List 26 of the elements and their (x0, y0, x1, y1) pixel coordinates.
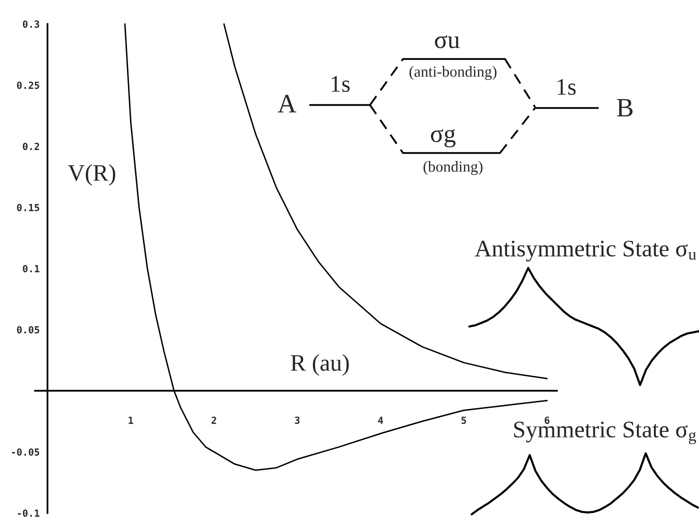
y-tick-label: 0.2 (22, 142, 40, 150)
annotation: 1s (332, 76, 350, 92)
annotation: A (278, 94, 296, 112)
annotation: σu (434, 35, 460, 48)
y-tick-label: 0.05 (17, 326, 40, 334)
chart-title: Symmetric State σ$_{g}$ (514, 422, 696, 444)
x-tick-label: 3 (294, 416, 300, 424)
x-tick-label: 6 (544, 416, 550, 424)
y-tick-label: -0.1 (18, 509, 40, 517)
chart-title: Antisymmetric State σ$_{u}$ (474, 240, 696, 262)
annotation: (bonding) (424, 161, 482, 175)
annotation: (anti-bonding) (410, 66, 496, 80)
x-tick-label: 1 (128, 416, 134, 424)
y-tick-label: -0.05 (12, 448, 40, 456)
text: 1s (558, 79, 576, 95)
x-tick-label: 5 (462, 416, 466, 424)
y-tick-label: 0.1 (22, 264, 40, 272)
y-tick-label: 0.25 (17, 82, 40, 89)
y-tick-label: 0.3 (22, 20, 40, 28)
y-tick-label: 0.15 (17, 204, 40, 212)
x-tick-label: 2 (212, 416, 216, 424)
x-axis-title: R (au) (290, 354, 349, 376)
annotation: σg (430, 129, 456, 148)
y-axis-title: V(R) (68, 164, 116, 186)
text: B (616, 99, 633, 116)
x-tick-label: 4 (378, 416, 383, 424)
